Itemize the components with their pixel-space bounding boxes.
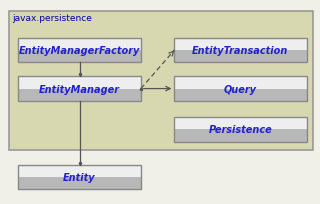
Text: Entity: Entity (63, 172, 96, 182)
Text: javax.persistence: javax.persistence (12, 13, 92, 22)
FancyBboxPatch shape (18, 89, 141, 101)
Text: Query: Query (224, 84, 257, 94)
Text: EntityManagerFactory: EntityManagerFactory (19, 46, 140, 56)
Text: EntityTransaction: EntityTransaction (192, 46, 289, 56)
FancyBboxPatch shape (18, 51, 141, 63)
FancyBboxPatch shape (174, 130, 307, 142)
FancyBboxPatch shape (174, 51, 307, 63)
FancyBboxPatch shape (174, 89, 307, 101)
FancyBboxPatch shape (174, 118, 307, 130)
FancyBboxPatch shape (18, 77, 141, 89)
FancyBboxPatch shape (18, 39, 141, 51)
FancyBboxPatch shape (18, 177, 141, 189)
FancyBboxPatch shape (174, 77, 307, 89)
FancyBboxPatch shape (9, 11, 313, 150)
Text: EntityManager: EntityManager (39, 84, 120, 94)
FancyBboxPatch shape (174, 39, 307, 51)
FancyBboxPatch shape (18, 165, 141, 177)
Text: Persistence: Persistence (209, 125, 272, 135)
